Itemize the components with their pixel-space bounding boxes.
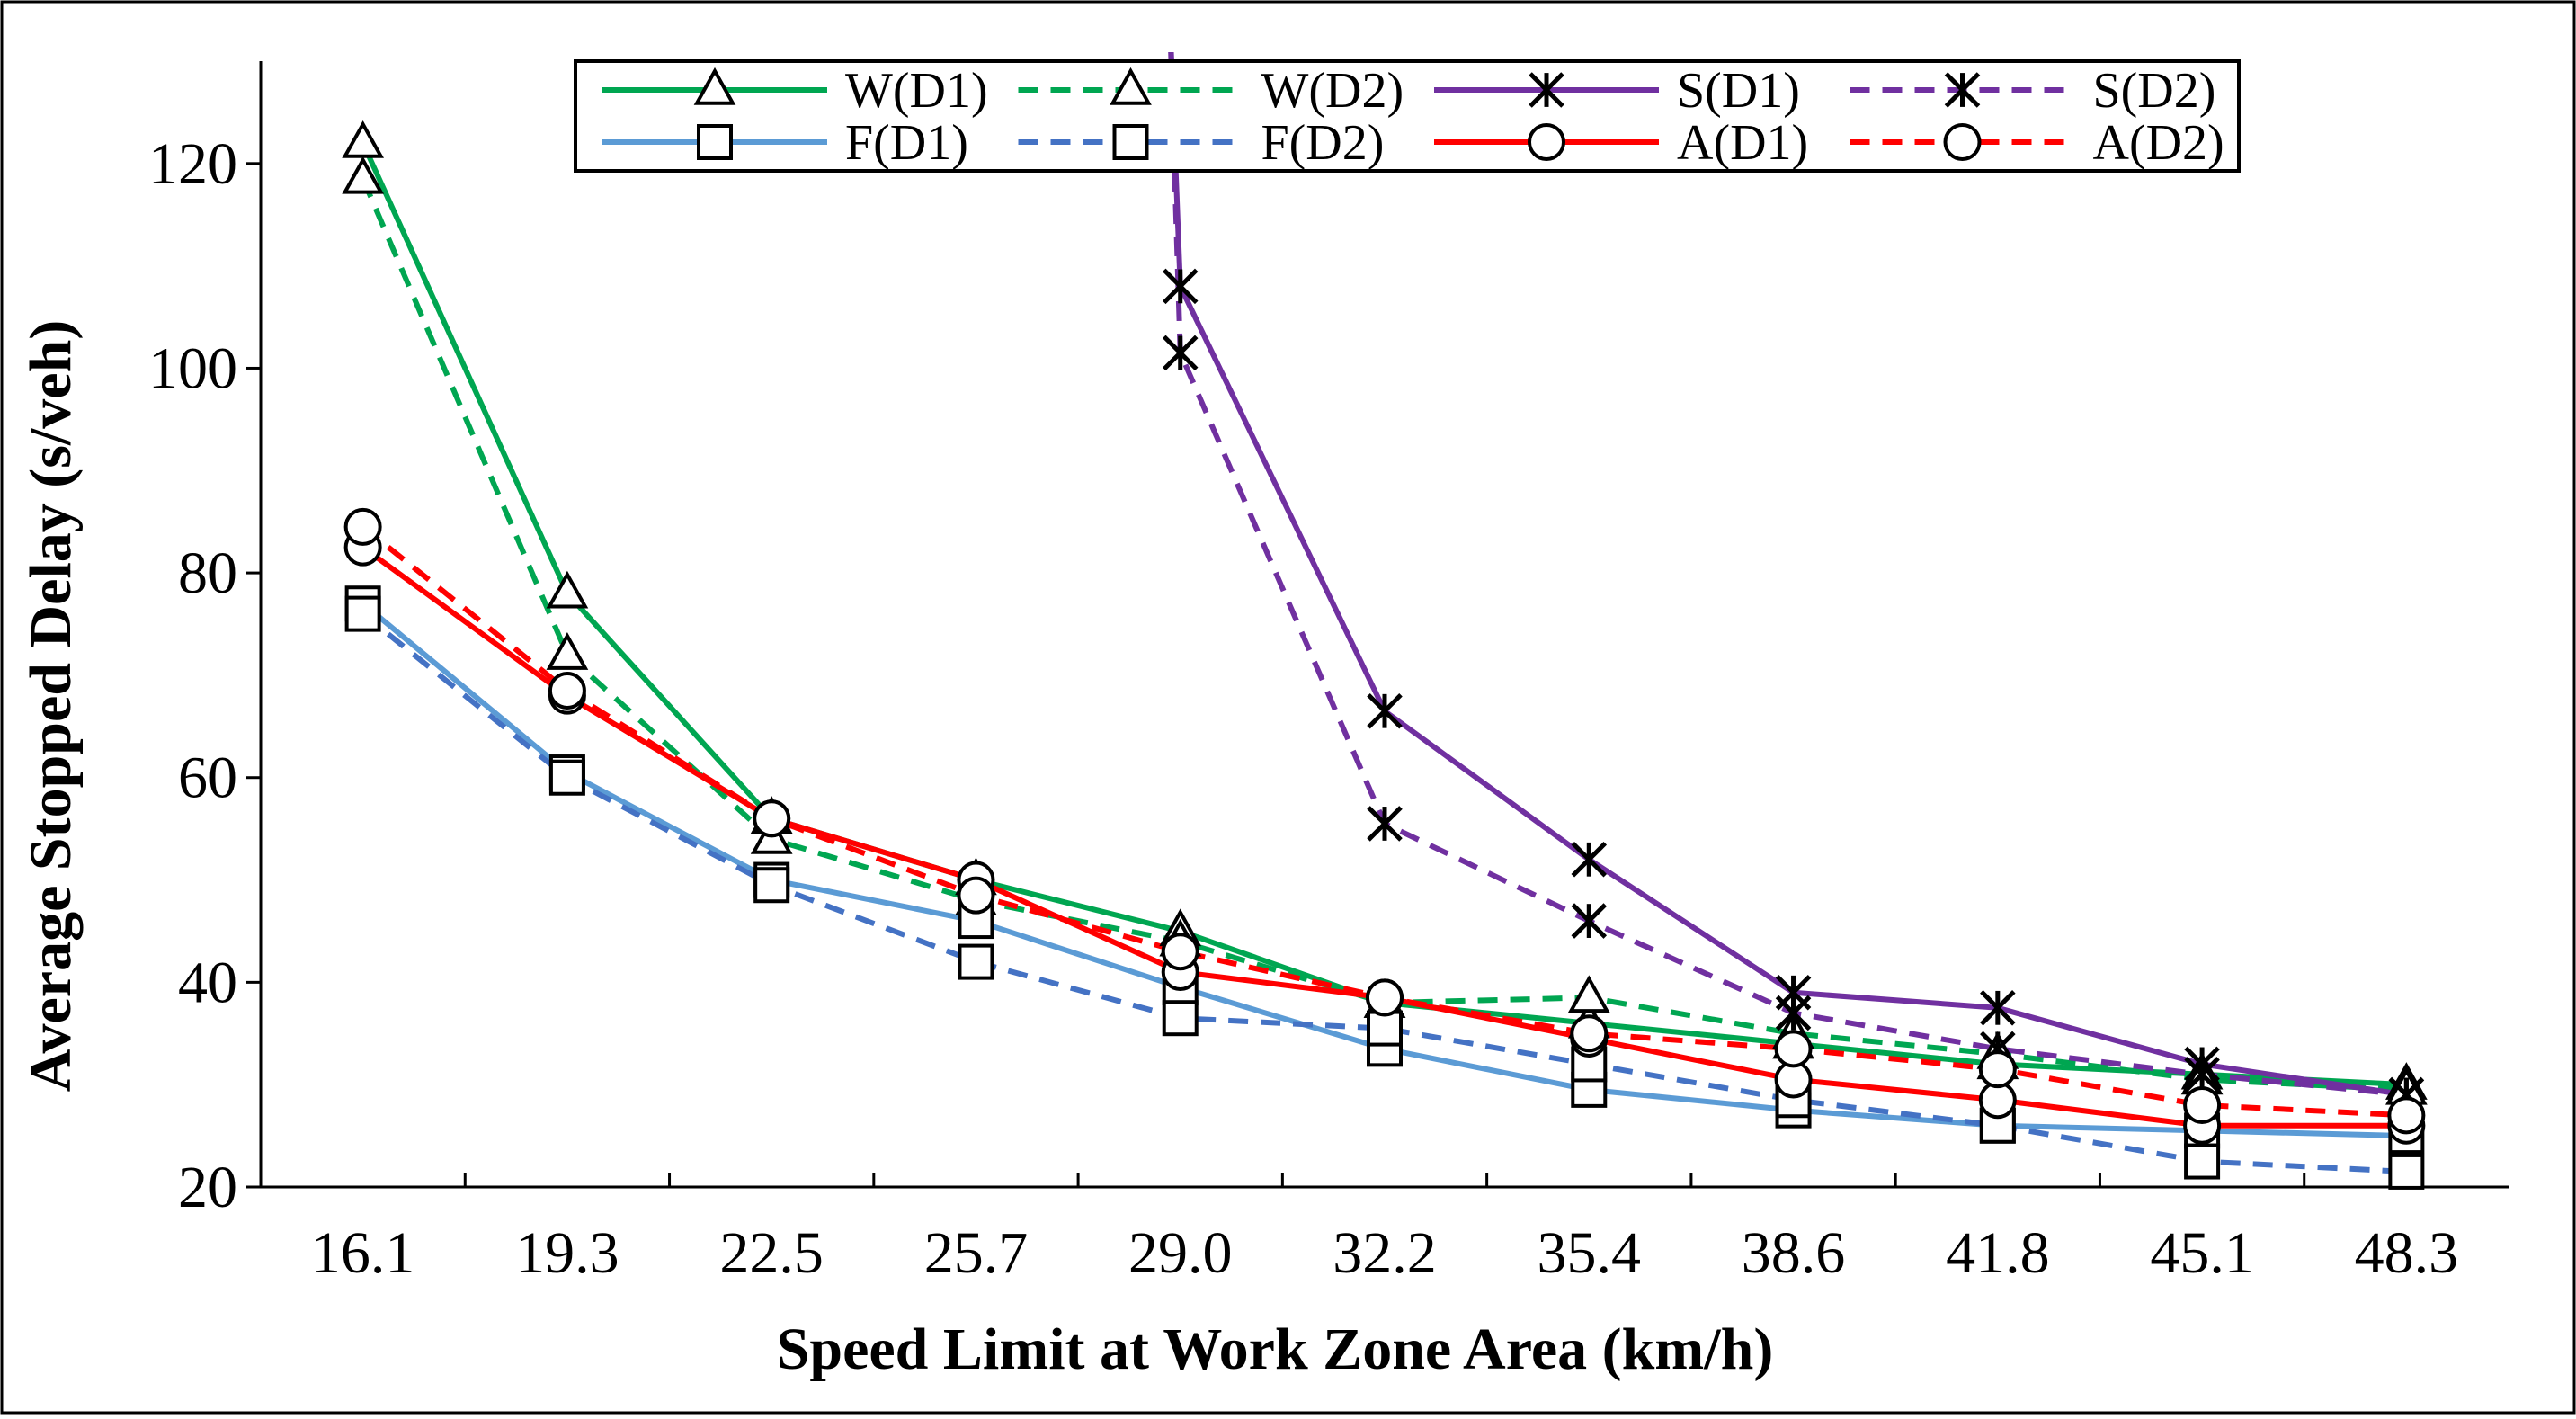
legend-label-s-d2: S(D2) xyxy=(2093,63,2216,119)
data-point-s-d1-29-0 xyxy=(1162,268,1199,305)
data-point-a-d2-41-8 xyxy=(1978,1050,2017,1089)
data-point-f-d2-22-5 xyxy=(753,867,790,904)
legend-box xyxy=(574,59,2241,173)
legend-marker-f-d2 xyxy=(1112,124,1149,160)
legend-marker-w-d2 xyxy=(1110,67,1152,105)
y-tick-label: 40 xyxy=(178,950,237,1015)
y-tick-label: 100 xyxy=(148,335,237,401)
data-point-f-d1-25-7 xyxy=(958,903,994,940)
legend-marker-w-d1 xyxy=(693,67,736,105)
legend-marker-s-d2 xyxy=(1944,72,1981,108)
data-point-w-d1-16-1 xyxy=(342,120,384,158)
legend-marker-s-d1 xyxy=(1529,72,1564,108)
y-tick-label: 20 xyxy=(178,1155,237,1220)
data-point-f-d2-32-2 xyxy=(1367,1010,1403,1047)
x-tick-label: 48.3 xyxy=(2355,1220,2459,1286)
legend-label-w-d1: W(D1) xyxy=(845,63,988,119)
data-point-f-d2-25-7 xyxy=(958,943,994,980)
legend-marker-a-d2 xyxy=(1943,123,1982,161)
data-point-s-d2-32-2 xyxy=(1367,806,1403,842)
data-point-a-d2-48-3 xyxy=(2387,1096,2426,1135)
legend-marker-a-d1 xyxy=(1528,123,1565,161)
series-markers xyxy=(342,120,2428,1190)
data-point-w-d1-19-3 xyxy=(546,570,589,609)
series-line-s-d1 xyxy=(1168,52,2407,1098)
legend-item-a-d2: A(D2) xyxy=(1850,115,2224,171)
legend-label-a-d1: A(D1) xyxy=(1677,115,1808,171)
x-tick-label: 25.7 xyxy=(924,1220,1029,1286)
legend: W(D1) W(D2) S(D1) S(D2) F(D1) F(D2) A(D1) A(D2) xyxy=(574,59,2241,173)
legend-item-w-d2: W(D2) xyxy=(1018,63,1404,119)
data-point-s-d2-38-6 xyxy=(1775,995,1812,1031)
legend-item-s-d1: S(D1) xyxy=(1434,63,1800,119)
legend-item-f-d1: F(D1) xyxy=(602,115,968,171)
data-point-f-d2-48-3 xyxy=(2388,1153,2425,1190)
x-tick-label: 35.4 xyxy=(1538,1220,1642,1286)
data-point-a-d2-16-1 xyxy=(343,507,382,546)
legend-label-w-d2: W(D2) xyxy=(1261,63,1404,119)
data-point-a-d2-19-3 xyxy=(548,671,586,710)
data-point-a-d2-25-7 xyxy=(957,876,995,915)
legend-item-a-d1: A(D1) xyxy=(1434,115,1808,171)
x-tick-label: 22.5 xyxy=(719,1220,824,1286)
legend-item-f-d2: F(D2) xyxy=(1018,115,1385,171)
x-tick-label: 32.2 xyxy=(1333,1220,1437,1286)
data-point-a-d2-29-0 xyxy=(1161,933,1199,971)
series-line-s-d2 xyxy=(1168,52,2407,1098)
x-tick-label: 38.6 xyxy=(1742,1220,1846,1286)
data-point-f-d2-29-0 xyxy=(1162,1000,1199,1037)
data-point-w-d2-35-4 xyxy=(1567,975,1610,1013)
legend-item-w-d1: W(D1) xyxy=(602,63,988,119)
y-tick-label: 80 xyxy=(178,540,237,606)
legend-label-a-d2: A(D2) xyxy=(2093,115,2224,171)
x-tick-label: 41.8 xyxy=(1946,1220,2050,1286)
x-tick-label: 29.0 xyxy=(1128,1220,1233,1286)
x-tick-label: 19.3 xyxy=(515,1220,619,1286)
data-point-f-d2-19-3 xyxy=(548,759,585,796)
y-axis-title: Average Stopped Delay (s/veh) xyxy=(18,320,84,1093)
data-point-f-d2-45-1 xyxy=(2184,1143,2221,1180)
x-tick-label: 16.1 xyxy=(311,1220,415,1286)
axes: 20 40 60 80 100 120 16.1 19.3 22.5 25.7 29.0 32.2 35… xyxy=(148,61,2509,1286)
data-point-a-d2-22-5 xyxy=(753,799,791,838)
legend-marker-f-d1 xyxy=(697,124,733,160)
x-axis-title: Speed Limit at Work Zone Area (km/h) xyxy=(777,1316,1774,1382)
legend-item-s-d2: S(D2) xyxy=(1850,63,2216,119)
data-point-s-d1-32-2 xyxy=(1367,692,1403,729)
data-point-w-d2-16-1 xyxy=(342,156,384,194)
legend-label-s-d1: S(D1) xyxy=(1677,63,1800,119)
data-point-s-d1-35-4 xyxy=(1571,842,1608,878)
data-point-s-d2-45-1 xyxy=(2184,1057,2220,1093)
x-tick-label: 45.1 xyxy=(2150,1220,2254,1286)
data-point-a-d2-45-1 xyxy=(2183,1085,2222,1124)
data-point-s-d2-35-4 xyxy=(1571,903,1608,939)
data-point-a-d2-32-2 xyxy=(1366,978,1404,1017)
data-point-a-d2-38-6 xyxy=(1774,1030,1813,1068)
y-tick-label: 60 xyxy=(178,745,237,811)
data-point-w-d2-19-3 xyxy=(546,632,589,670)
y-tick-label: 120 xyxy=(148,131,237,197)
data-point-a-d2-35-4 xyxy=(1570,1014,1609,1053)
series-line-f-d2 xyxy=(361,611,2407,1174)
data-point-s-d2-29-0 xyxy=(1162,335,1199,371)
legend-label-f-d2: F(D2) xyxy=(1261,115,1385,171)
data-point-s-d1-41-8 xyxy=(1980,990,2016,1026)
legend-label-f-d1: F(D1) xyxy=(845,115,968,171)
data-point-f-d2-16-1 xyxy=(344,595,381,632)
